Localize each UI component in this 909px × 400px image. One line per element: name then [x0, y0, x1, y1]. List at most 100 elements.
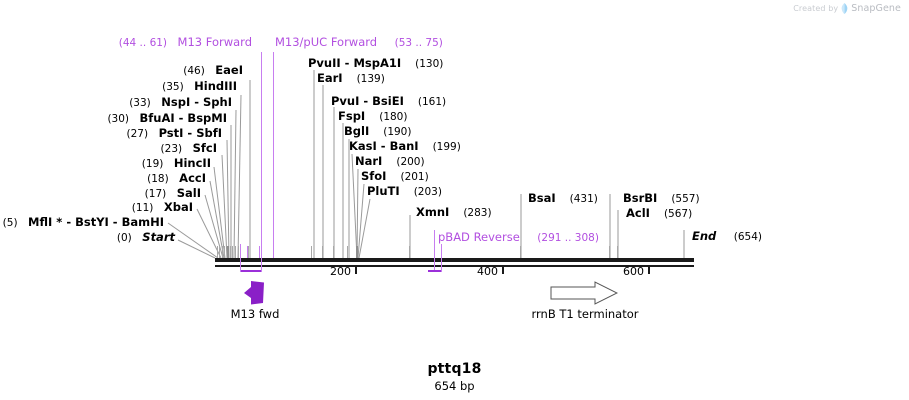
site-label-eaei[interactable]: (46) EaeI: [0, 64, 243, 77]
site-position: (180): [379, 111, 408, 123]
site-label-bfuai-bspmi[interactable]: (30) BfuAI - BspMI: [0, 112, 227, 125]
site-position: (431): [569, 193, 598, 205]
site-hash: [520, 246, 521, 258]
site-position: (199): [432, 141, 461, 153]
snapgene-logo-icon: [841, 3, 848, 14]
site-hash: [238, 246, 239, 258]
site-position: (200): [396, 156, 425, 168]
site-label-xbai[interactable]: (11) XbaI: [0, 201, 193, 214]
site-name: Start: [142, 230, 175, 244]
site-label-hindiii[interactable]: (35) HindIII: [0, 80, 237, 93]
site-position: (17): [144, 188, 167, 200]
site-label-bsrbi[interactable]: BsrBI (557): [623, 192, 700, 205]
site-name: End: [692, 229, 717, 243]
site-label-bsai[interactable]: BsaI (431): [528, 192, 598, 205]
site-position: (18): [147, 173, 169, 185]
site-position: (35): [162, 81, 184, 93]
ruler-tick: [502, 265, 504, 274]
site-position: (130): [415, 58, 444, 70]
primer-line-pbad-reverse: [434, 230, 435, 270]
site-position: (557): [671, 193, 700, 205]
site-label-eari[interactable]: EarI (139): [317, 72, 385, 85]
site-name: KasI - BanI: [349, 139, 419, 153]
site-name: HindIII: [194, 79, 237, 93]
site-name: PstI - SbfI: [158, 126, 222, 140]
site-position: (283): [463, 207, 492, 219]
site-name: BglI: [344, 124, 370, 138]
site-hash: [230, 246, 231, 258]
feature-rrnb-terminator-arrow[interactable]: [550, 281, 619, 309]
site-label-hincii[interactable]: (19) HincII: [0, 157, 211, 170]
plasmid-size: 654 bp: [434, 379, 475, 393]
site-label-acci[interactable]: (18) AccI: [0, 172, 206, 185]
site-label-pluti[interactable]: PluTI (203): [367, 185, 442, 198]
site-label-sfci[interactable]: (23) SfcI: [0, 142, 217, 155]
feature-label-rrnb-terminator: rrnB T1 terminator: [531, 307, 639, 321]
site-hash: [311, 246, 312, 258]
site-label-nari[interactable]: NarI (200): [355, 155, 425, 168]
site-position: (33): [129, 97, 151, 109]
primer-line-m13-forward: [261, 52, 262, 258]
site-position: (5): [2, 217, 18, 229]
site-name: XmnI: [416, 205, 450, 219]
primer-line-m13-puc-forward: [273, 52, 274, 258]
site-label-xmni[interactable]: XmnI (283): [416, 206, 492, 219]
site-position: (30): [107, 113, 130, 125]
site-label-sfoi[interactable]: SfoI (201): [361, 170, 429, 183]
primer-label-pbad-reverse[interactable]: pBAD Reverse (291 .. 308): [438, 231, 599, 244]
site-label-nspi-sphi[interactable]: (33) NspI - SphI: [0, 96, 232, 109]
site-label-mfli-bstyi-bamhi[interactable]: (5) MflI * - BstYI - BamHI: [0, 216, 164, 229]
site-position: (190): [383, 126, 412, 138]
primer-bracket-end: [261, 244, 262, 272]
site-label-sali[interactable]: (17) SalI: [0, 187, 201, 200]
watermark-brand: SnapGene: [851, 3, 901, 14]
primer-label-m13-forward[interactable]: (44 .. 61) M13 Forward: [0, 36, 252, 49]
site-name: MflI * - BstYI - BamHI: [28, 215, 164, 229]
site-hash: [235, 246, 236, 258]
site-label-acli[interactable]: AclI (567): [626, 207, 692, 220]
site-hash: [333, 246, 334, 258]
site-name: BsrBI: [623, 191, 658, 205]
site-name: BsaI: [528, 191, 556, 205]
primer-name-m13-forward: M13 Forward: [177, 35, 252, 49]
ruler-tick-label: 400: [477, 265, 498, 278]
site-name: EarI: [317, 71, 343, 85]
site-name: PvuII - MspA1I: [308, 56, 402, 70]
feature-m13-fwd-arrow[interactable]: [242, 281, 266, 309]
primer-name-pbad-reverse: pBAD Reverse: [438, 230, 520, 244]
site-label-bgli[interactable]: BglI (190): [344, 125, 411, 138]
primer-range-m13-forward: (44 .. 61): [118, 37, 168, 49]
title-block: pttq18 654 bp: [0, 361, 909, 393]
site-position: (161): [417, 96, 447, 108]
site-label-kasi-bani[interactable]: KasI - BanI (199): [349, 140, 461, 153]
primer-bracket-pbad-reverse: [428, 270, 442, 272]
site-label-fspi[interactable]: FspI (180): [338, 110, 407, 123]
site-hash: [248, 246, 249, 258]
site-hash: [222, 246, 223, 258]
site-position: (19): [141, 158, 164, 170]
site-position: (654): [733, 231, 763, 243]
primer-bracket-end: [441, 244, 442, 272]
site-position: (0): [116, 232, 132, 244]
site-label-pvuii-mspa1i[interactable]: PvuII - MspA1I (130): [308, 57, 443, 70]
site-name: FspI: [338, 109, 366, 123]
site-hash: [227, 246, 229, 258]
site-position: (567): [663, 208, 693, 220]
site-label-psti-sbfi[interactable]: (27) PstI - SbfI: [0, 126, 223, 140]
site-name: NspI - SphI: [161, 95, 232, 109]
sequence-backbone: [215, 258, 694, 262]
primer-name-m13-puc-forward: M13/pUC Forward: [275, 35, 378, 49]
site-hash: [322, 246, 323, 258]
watermark-prefix: Created by: [793, 4, 839, 13]
site-label-end[interactable]: End (654): [692, 230, 762, 243]
ruler-tick: [355, 265, 357, 274]
primer-range-pbad-reverse: (291 .. 308): [537, 232, 599, 244]
site-label-pvui-bsiei[interactable]: PvuI - BsiEI (161): [331, 95, 446, 108]
site-name: NarI: [355, 154, 383, 168]
site-position: (201): [400, 171, 429, 183]
primer-hash: [259, 246, 260, 258]
primer-bracket-end: [240, 244, 241, 272]
primer-label-m13-puc-forward[interactable]: M13/pUC Forward (53 .. 75): [275, 36, 443, 49]
site-label-start[interactable]: (0) Start: [0, 231, 175, 244]
ruler-tick-label: 600: [623, 265, 644, 278]
